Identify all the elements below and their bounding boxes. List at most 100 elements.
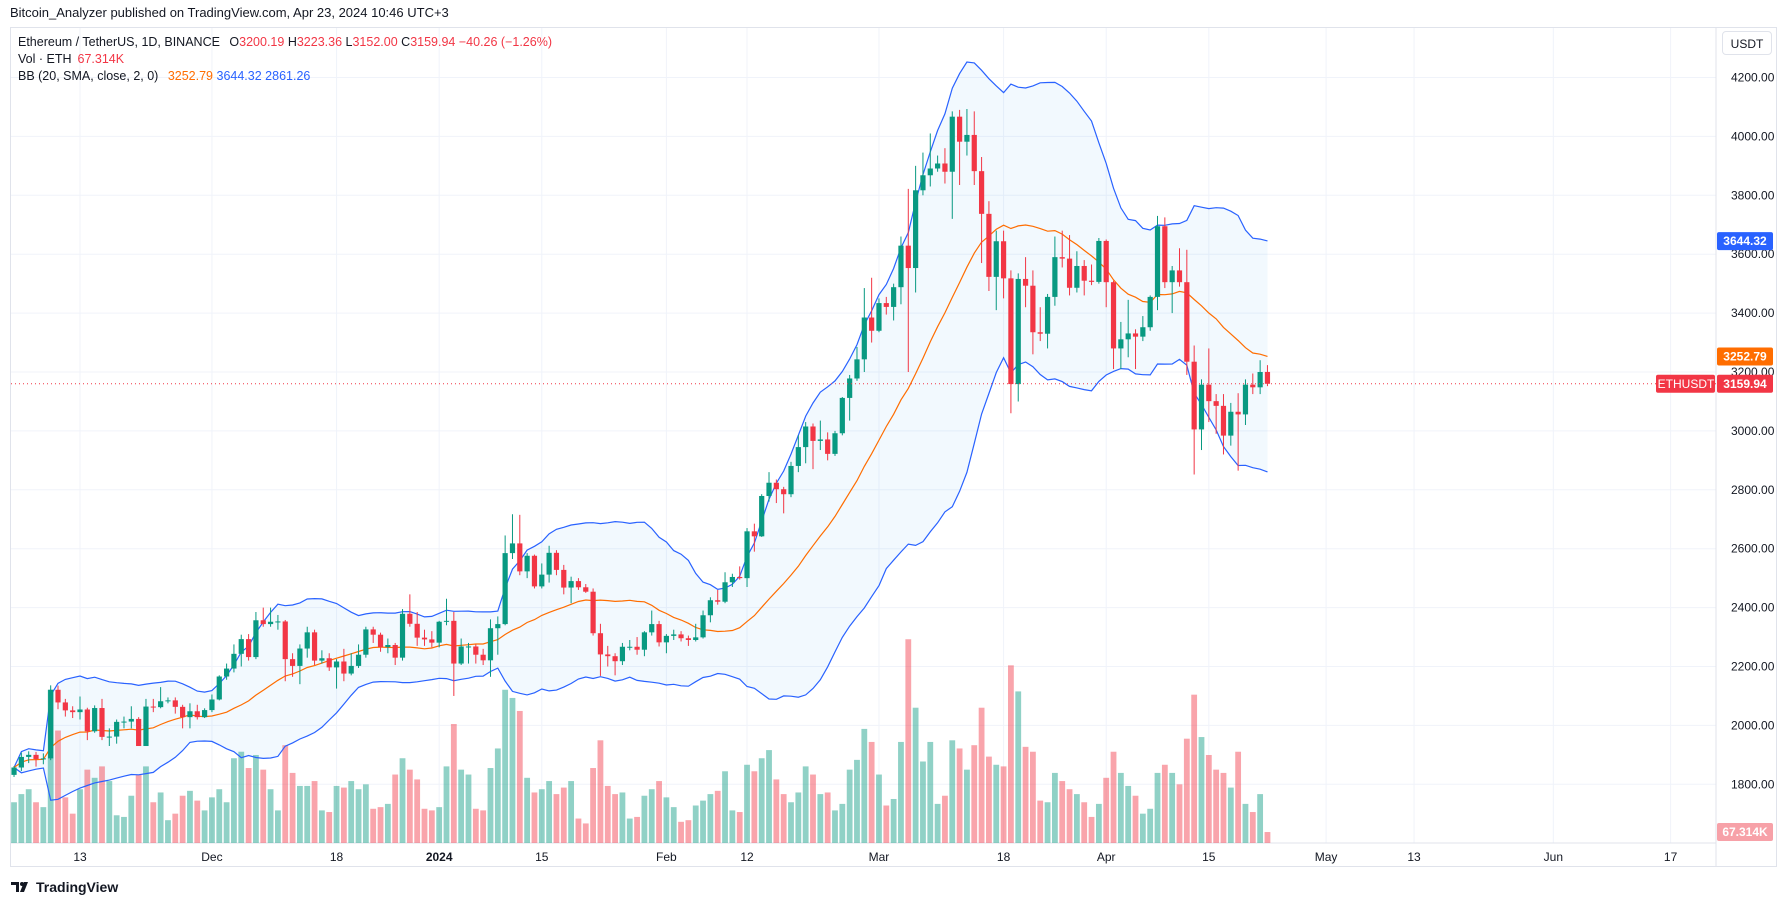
volume-bar	[854, 759, 860, 843]
symbol-badge-text: ETHUSDT	[1658, 377, 1715, 391]
volume-bar	[751, 771, 758, 843]
candle-body	[128, 718, 134, 722]
candle-body	[458, 646, 464, 664]
x-tick-label: 12	[740, 850, 754, 864]
volume-bar	[641, 795, 648, 843]
volume-bar	[458, 769, 465, 843]
volume-bar	[128, 795, 135, 843]
volume-bar	[993, 764, 1000, 843]
volume-bar	[964, 769, 970, 843]
candle-body	[429, 639, 435, 643]
candle-body	[656, 624, 662, 643]
candle-body	[546, 552, 552, 575]
candle-body	[671, 634, 677, 636]
candle-body	[165, 700, 171, 702]
volume-bar	[377, 807, 384, 843]
candle-body	[612, 656, 618, 662]
legend-bb-row[interactable]: BB (20, SMA, close, 2, 0) 3252.79 3644.3…	[18, 68, 552, 85]
x-tick-label: May	[1315, 850, 1338, 864]
currency-button[interactable]: USDT	[1722, 31, 1772, 55]
candle-body	[48, 689, 54, 759]
legend-symbol-row[interactable]: Ethereum / TetherUS, 1D, BINANCE O3200.1…	[18, 34, 552, 51]
candle-body	[781, 489, 787, 495]
candle-body	[825, 439, 831, 454]
candle-body	[597, 633, 604, 655]
legend-volume-row[interactable]: Vol · ETH 67.314K	[18, 51, 552, 68]
volume-bar	[1132, 795, 1139, 843]
candle-body	[1015, 278, 1021, 385]
candle-body	[143, 706, 149, 747]
y-tick-label: 2400.00	[1731, 601, 1775, 615]
candle-body	[333, 661, 340, 668]
candle-body	[1250, 384, 1256, 388]
candle-body	[744, 531, 750, 579]
candle-body	[311, 632, 318, 661]
volume-bar	[1073, 794, 1080, 843]
candle-body	[158, 701, 164, 708]
volume-bar	[1095, 803, 1102, 843]
candle-body	[1052, 257, 1058, 297]
high-label: H	[287, 35, 297, 49]
candle-body	[1110, 282, 1117, 349]
y-tick-label: 2600.00	[1731, 542, 1775, 556]
volume-bar	[157, 792, 164, 843]
y-tick-label: 2000.00	[1731, 718, 1775, 732]
volume-bar	[1176, 784, 1183, 843]
volume-bar	[700, 800, 706, 843]
volume-bar	[121, 816, 127, 843]
volume-bar	[1154, 772, 1161, 843]
candle-body	[561, 569, 567, 588]
candle-body	[641, 632, 648, 650]
change-value: −40.26 (−1.26%)	[458, 35, 552, 49]
volume-bar	[648, 789, 655, 843]
candle-body	[1044, 296, 1051, 334]
x-tick-label: Dec	[201, 850, 222, 864]
volume-bar	[810, 774, 816, 843]
candle-body	[854, 359, 860, 379]
tradingview-footer[interactable]: TradingView	[10, 879, 118, 895]
volume-bar	[135, 774, 142, 843]
candle-body	[1000, 241, 1007, 279]
last-price-badge-text: 3159.94	[1723, 377, 1767, 391]
volume-bar	[465, 774, 472, 843]
x-tick-label: 18	[330, 850, 344, 864]
candle-body	[575, 581, 582, 588]
volume-bar	[568, 781, 575, 843]
volume-bar	[1198, 737, 1205, 843]
x-tick-label: Jun	[1544, 850, 1563, 864]
volume-bar	[399, 758, 406, 843]
candle-body	[1088, 280, 1095, 282]
volume-bar	[69, 813, 76, 843]
x-tick-label: 18	[997, 850, 1011, 864]
volume-bar	[590, 768, 596, 843]
candle-body	[40, 758, 46, 760]
candle-body	[1264, 371, 1271, 384]
bb-lower-value: 2861.26	[265, 69, 311, 83]
candle-body	[224, 668, 230, 677]
volume-bar	[1110, 751, 1117, 843]
volume-bar	[707, 794, 714, 843]
candle-body	[737, 576, 743, 579]
candle-body	[751, 531, 757, 537]
volume-bar	[238, 751, 245, 843]
volume-bar	[480, 810, 487, 843]
bb-fill	[14, 62, 1268, 801]
candle-body	[84, 709, 90, 732]
candle-body	[187, 711, 193, 718]
volume-bar	[729, 810, 736, 843]
candle-body	[678, 634, 684, 639]
candle-body	[231, 653, 237, 669]
candle-body	[465, 646, 472, 648]
volume-bar	[384, 803, 391, 843]
candle-body	[421, 637, 428, 640]
volume-bar	[260, 769, 267, 843]
volume-bar	[1139, 813, 1146, 843]
volume-bar	[927, 741, 934, 843]
volume-bar	[942, 795, 948, 843]
candle-body	[253, 620, 259, 658]
y-tick-label: 2800.00	[1731, 483, 1775, 497]
volume-bar	[209, 797, 215, 843]
volume-bar	[1008, 665, 1014, 843]
volume-bar	[1066, 789, 1073, 843]
